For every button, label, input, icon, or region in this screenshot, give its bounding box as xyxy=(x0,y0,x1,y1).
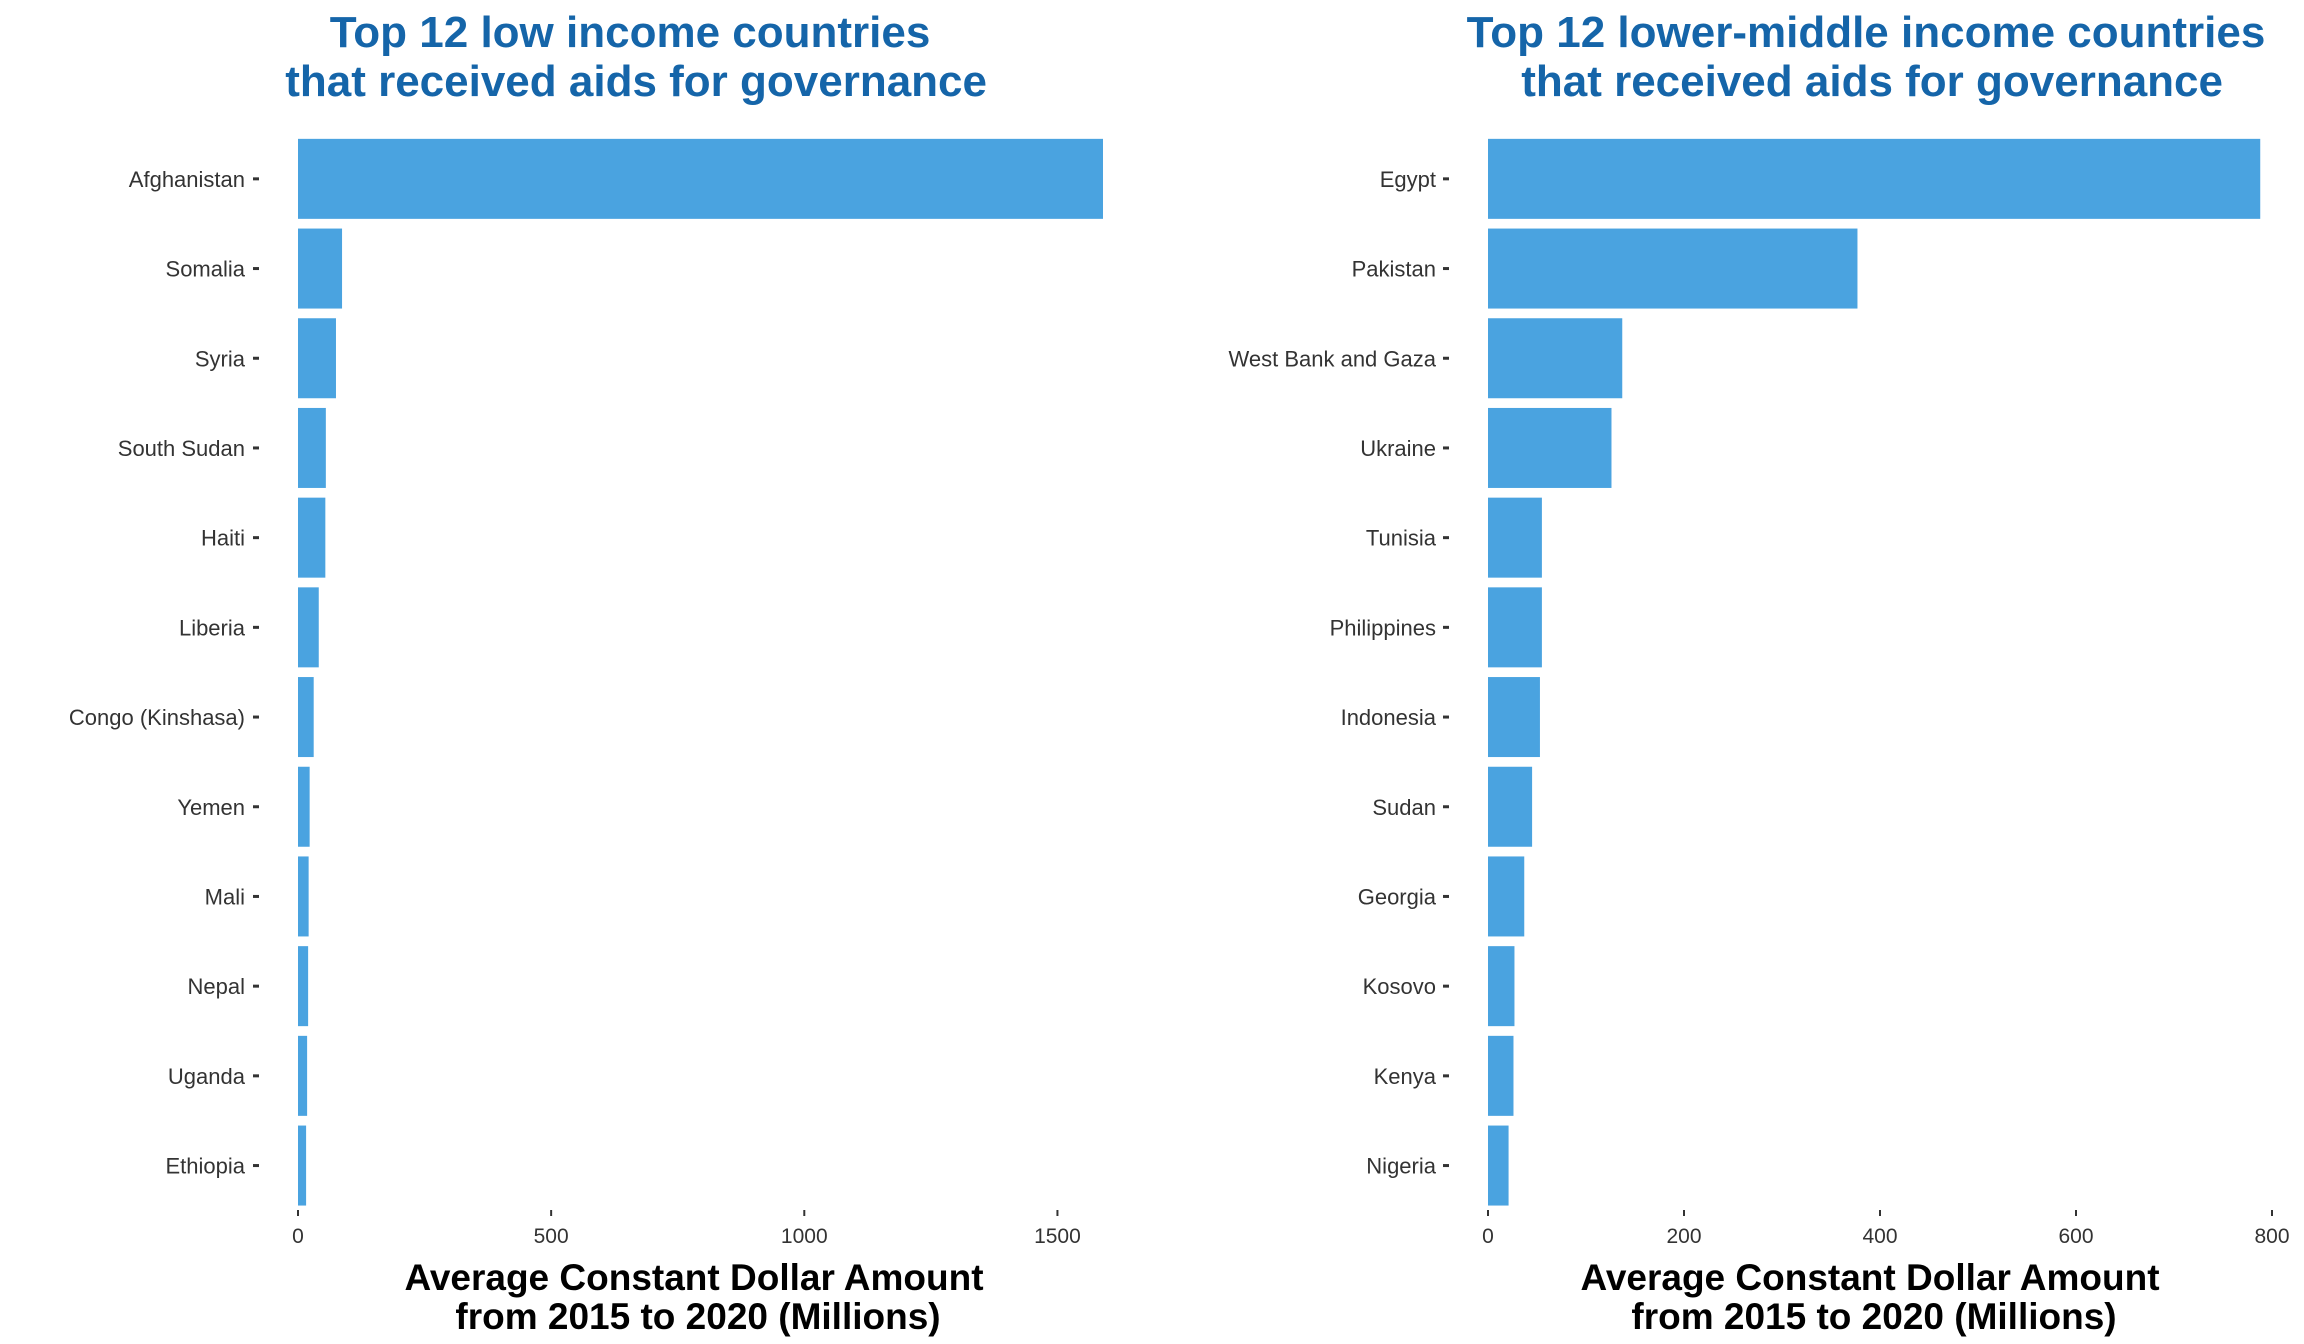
x-axis-ticks: 0 200 400 600 800 xyxy=(1482,1210,2290,1248)
x-tick-label: 800 xyxy=(2254,1225,2289,1248)
x-tick-label: 0 xyxy=(1482,1225,1494,1248)
category-label: Kenya xyxy=(1374,1064,1437,1089)
category-label: Congo (Kinshasa) xyxy=(69,705,245,730)
x-axis-ticks: 0 500 1000 1500 xyxy=(292,1210,1081,1248)
category-label: South Sudan xyxy=(118,436,245,461)
x-axis-label-line-1: Average Constant Dollar Amount xyxy=(404,1257,983,1298)
x-tick-label: 600 xyxy=(2058,1225,2093,1248)
bar-philippines xyxy=(1488,587,1542,668)
bar-ukraine xyxy=(1488,407,1612,488)
bar-group xyxy=(298,138,1103,1206)
x-tick-label: 400 xyxy=(1862,1225,1897,1248)
bar-south-sudan xyxy=(298,407,326,488)
category-label: Kosovo xyxy=(1363,974,1436,999)
bar-georgia xyxy=(1488,856,1525,937)
category-label: Syria xyxy=(195,346,246,371)
category-label: Liberia xyxy=(179,615,246,640)
bar-pakistan xyxy=(1488,228,1858,309)
chart-title-line-2: that received aids for governance xyxy=(273,57,987,106)
category-label: West Bank and Gaza xyxy=(1229,346,1437,371)
bar-indonesia xyxy=(1488,677,1540,758)
category-label: Egypt xyxy=(1380,167,1436,192)
category-label: Mali xyxy=(205,884,245,909)
category-label: Nepal xyxy=(188,974,245,999)
category-label: Georgia xyxy=(1358,884,1437,909)
bar-mali xyxy=(298,856,309,937)
bar-ethiopia xyxy=(298,1125,307,1206)
bar-liberia xyxy=(298,587,319,668)
category-label: Somalia xyxy=(166,257,246,282)
category-label: Ukraine xyxy=(1360,436,1436,461)
chart-title-line-2: that received aids for governance xyxy=(1509,57,2223,106)
bar-sudan xyxy=(1488,766,1533,847)
category-label: Philippines xyxy=(1330,615,1436,640)
category-label: Ethiopia xyxy=(165,1154,245,1179)
x-tick-label: 0 xyxy=(292,1225,304,1248)
bar-haiti xyxy=(298,497,326,578)
chart-panel-lower-middle-income: Top 12 lower-middle income countries tha… xyxy=(1229,8,2290,1337)
x-axis-label-line-1: Average Constant Dollar Amount xyxy=(1580,1257,2159,1298)
bar-kosovo xyxy=(1488,946,1515,1027)
bar-kenya xyxy=(1488,1035,1514,1116)
category-label: Haiti xyxy=(201,526,245,551)
bar-congo-kinshasa xyxy=(298,677,314,758)
bar-nepal xyxy=(298,946,309,1027)
bar-afghanistan xyxy=(298,138,1103,219)
bar-syria xyxy=(298,318,336,399)
chart-panel-low-income: Top 12 low income countries that receive… xyxy=(69,8,1103,1337)
bar-egypt xyxy=(1488,138,2261,219)
bar-tunisia xyxy=(1488,497,1542,578)
category-label: Uganda xyxy=(168,1064,246,1089)
bar-yemen xyxy=(298,766,310,847)
bar-west-bank-and-gaza xyxy=(1488,318,1623,399)
category-labels: Egypt Pakistan West Bank and Gaza Ukraine Tu… xyxy=(1229,167,1449,1179)
bar-group xyxy=(1488,138,2261,1206)
chart-title-line-1: Top 12 low income countries xyxy=(330,8,931,57)
bar-uganda xyxy=(298,1035,308,1116)
x-tick-label: 200 xyxy=(1666,1225,1701,1248)
category-label: Sudan xyxy=(1372,795,1436,820)
x-tick-label: 500 xyxy=(534,1225,569,1248)
chart-title-line-1: Top 12 lower-middle income countries xyxy=(1467,8,2266,57)
category-label: Yemen xyxy=(177,795,245,820)
x-axis-label-line-2: from 2015 to 2020 (Millions) xyxy=(455,1296,940,1337)
category-label: Pakistan xyxy=(1352,257,1436,282)
category-label: Afghanistan xyxy=(129,167,245,192)
category-labels: Afghanistan Somalia Syria South Sudan Haiti L… xyxy=(69,167,259,1179)
bar-somalia xyxy=(298,228,343,309)
x-tick-label: 1500 xyxy=(1034,1225,1081,1248)
bar-nigeria xyxy=(1488,1125,1509,1206)
category-label: Tunisia xyxy=(1366,526,1437,551)
x-tick-label: 1000 xyxy=(781,1225,828,1248)
category-label: Nigeria xyxy=(1366,1154,1436,1179)
category-label: Indonesia xyxy=(1341,705,1437,730)
x-axis-label-line-2: from 2015 to 2020 (Millions) xyxy=(1631,1296,2116,1337)
